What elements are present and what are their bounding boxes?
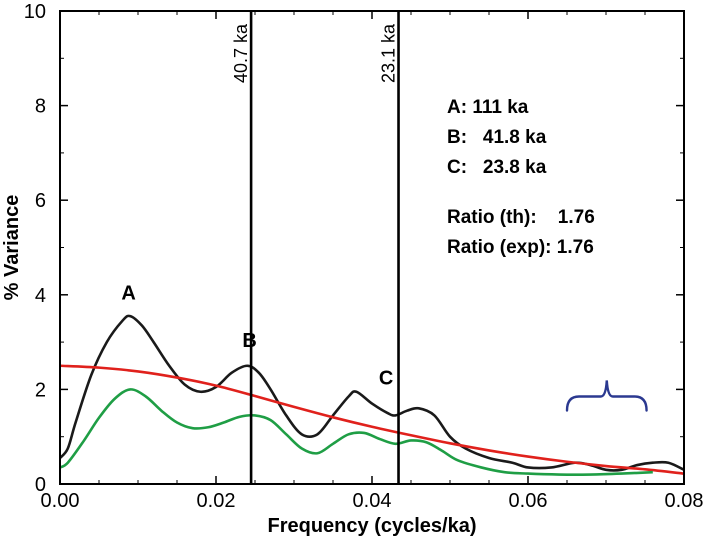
y-tick-label: 0 — [35, 474, 46, 496]
x-tick-label: 0.06 — [509, 490, 548, 512]
y-tick-label: 10 — [24, 1, 46, 23]
peak-label: C — [379, 368, 393, 390]
y-tick-label: 6 — [35, 190, 46, 212]
y-tick-label: 4 — [35, 285, 46, 307]
series-line-red — [59, 364, 685, 475]
info-line: B: 41.8 ka — [447, 127, 547, 148]
info-line: C: 23.8 ka — [447, 157, 547, 178]
reference-lines: 40.7 ka 23.1 ka — [231, 11, 400, 484]
reference-line-label: 23.1 ka — [379, 23, 399, 83]
y-tick-label: 8 — [35, 96, 46, 118]
y-axis-label: % Variance — [1, 195, 23, 301]
peak-label: B — [242, 330, 256, 352]
y-tick-label: 2 — [35, 379, 46, 401]
series-layer — [58, 314, 685, 476]
curly-brace — [565, 380, 648, 412]
x-tick-label: 0.00 — [41, 490, 80, 512]
reference-line-label: 40.7 ka — [231, 23, 251, 83]
x-axis-label: Frequency (cycles/ka) — [268, 515, 477, 537]
info-line: Ratio (th): 1.76 — [447, 207, 595, 228]
info-line: A: 111 ka — [447, 97, 529, 118]
x-tick-label: 0.02 — [197, 490, 236, 512]
x-tick-label: 0.04 — [353, 490, 392, 512]
axes: 0.00 0.02 0.04 0.06 0.08 0 2 4 6 8 10 — [24, 1, 704, 512]
series-line-green — [59, 388, 653, 476]
x-tick-label: 0.08 — [665, 490, 704, 512]
info-line: Ratio (exp): 1.76 — [447, 237, 594, 258]
annotations: A B C A: 111 ka B: 41.8 ka C: 23.8 ka Ratio (t… — [121, 97, 648, 412]
peak-label: A — [121, 283, 135, 305]
series-line-black — [58, 314, 685, 472]
plot-frame — [59, 10, 685, 485]
